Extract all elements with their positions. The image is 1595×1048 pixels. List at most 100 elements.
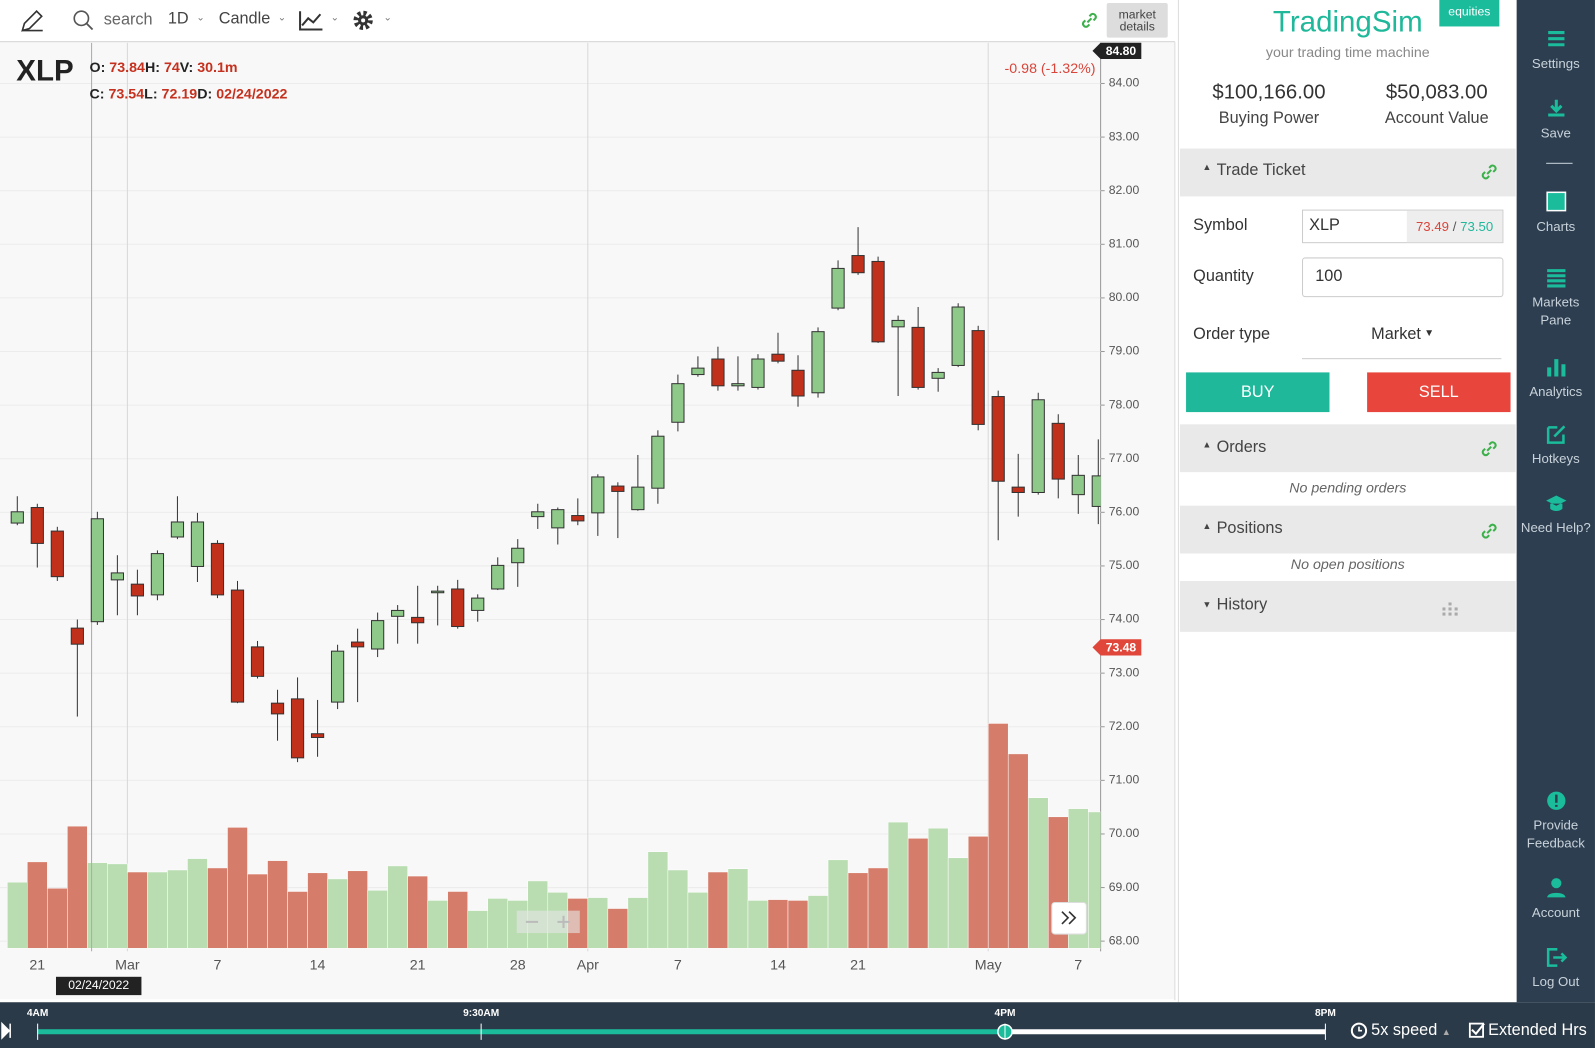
positions-header[interactable]: ▲ Positions [1179,505,1516,554]
pencil-icon[interactable] [18,8,44,34]
order-type-select[interactable] [1302,315,1502,360]
sidebar-item[interactable]: Analytics [1517,356,1595,401]
volume-bar [247,873,268,949]
sidebar-divider [1546,162,1573,164]
checkbox[interactable] [1468,1022,1484,1038]
legend-value: 72.19 [161,85,198,102]
indicator-icon[interactable] [298,9,324,31]
dropdown-caret: ⌄ [330,12,340,24]
ask: 73.50 [1460,218,1494,235]
dropdown-caret: ▼ [1424,327,1435,339]
candle-body [671,383,685,423]
volume-bar [947,857,969,949]
y-tick-label: 81.00 [1109,237,1140,251]
candle-body [931,371,945,379]
x-tick-label: 7 [214,957,222,973]
sidebar-item[interactable]: Log Out [1517,946,1595,991]
volume-bar [347,870,368,949]
orders-header[interactable]: ▲ Orders [1179,424,1516,473]
history-header[interactable]: ▼ History [1179,580,1516,632]
buy-button[interactable]: BUY [1186,372,1330,413]
speed-label: 5x speed [1371,1021,1438,1039]
volume-bar [627,897,649,949]
candle-body [851,255,865,274]
volume-bar [967,836,989,949]
account-value-label: Account Value [1384,109,1489,128]
x-tick-label: Mar [115,957,140,973]
x-tick-label: 14 [310,957,326,973]
sidebar-item[interactable]: Account [1517,877,1595,922]
sidebar-item[interactable]: Need Help? [1517,492,1595,537]
candle-body [511,547,525,564]
timeline [0,1002,1595,1048]
sidebar-item[interactable]: Save [1517,98,1595,143]
legend-key: V: [179,59,194,76]
y-tick-label: 70.00 [1109,826,1140,840]
timeline-mark: 9:30AM [463,1008,499,1019]
link-icon[interactable] [1080,11,1098,29]
candle-body [371,620,385,650]
speed-select[interactable]: 5x speed ▲ [1371,1022,1451,1040]
clock-hands [1358,1026,1363,1032]
trade-ticket-header[interactable]: ▲ Trade Ticket [1179,148,1516,197]
scroll-icon [1061,911,1077,925]
brand: TradingSim [1272,6,1423,39]
search-box[interactable] [67,4,161,37]
x-tick-label: 7 [674,957,682,973]
sidebar-label: Analytics [1529,383,1583,399]
link-icons [1481,164,1497,539]
candle-body [871,260,885,343]
x-tick-label: May [975,957,1003,973]
candle-body [250,646,265,677]
volume-bar [647,851,669,949]
candle-body [1071,474,1085,496]
sell-button[interactable]: SELL [1367,372,1511,413]
caret: ▲ [1202,161,1212,172]
volume-bar [707,871,729,949]
sidebar-icon [1545,191,1566,212]
candle-body [70,627,84,645]
legend-key: C: [89,85,105,102]
volume-bar [687,892,709,949]
sidebar-label: Charts [1536,218,1576,235]
caret: ▲ [1441,1026,1451,1037]
sidebar-item[interactable]: Settings [1517,28,1595,73]
price-marker [1092,639,1142,656]
extended-hours[interactable]: Extended Hrs [1488,1021,1587,1039]
volume-bar [447,891,468,949]
market-details-button[interactable]: market details [1106,3,1168,38]
y-tick-label: 79.00 [1109,344,1140,358]
zoom-icons [525,915,570,928]
candle-body [571,515,585,522]
sidebar-item[interactable]: Charts [1517,191,1595,236]
volume-bar [767,899,789,949]
candle-body [10,511,24,524]
scroll-button[interactable] [1051,902,1087,935]
dropdown-caret: ⌄ [277,12,287,24]
symbol-value: XLP [1309,216,1340,235]
toolbar: search 1D ⌄ Candle ⌄ ⌄ ⌄ market details [0,0,1175,42]
sidebar-item[interactable]: Hotkeys [1517,423,1595,468]
quantity-input[interactable] [1302,257,1504,298]
interval-select[interactable]: 1D [167,10,189,28]
candle-body [90,518,104,623]
timeline-mark: 4AM [27,1008,48,1019]
sidebar-label: Provide Feedback [1526,817,1585,851]
grid-icon[interactable] [1442,602,1462,618]
style-select[interactable]: Candle [218,10,271,28]
account-value: $50,083.00 [1385,81,1488,104]
play-icon[interactable] [1,1021,11,1040]
volume-bar [1027,797,1049,949]
candle-body [691,367,705,376]
x-tick-label: 28 [510,957,526,973]
sidebar-item[interactable]: Provide Feedback [1517,790,1595,853]
price-change: -0.98 (-1.32%) [1005,61,1096,77]
settings-icon[interactable] [351,8,375,32]
y-tick-label: 76.00 [1109,505,1140,519]
y-tick-label: 84.00 [1109,76,1140,90]
search-placeholder[interactable]: search [103,11,153,29]
market-badge: equities [1439,0,1500,27]
price-marker-label: 84.80 [1106,44,1137,58]
legend-value: 73.84 [109,59,145,76]
sidebar-item[interactable]: Markets Pane [1517,267,1595,330]
